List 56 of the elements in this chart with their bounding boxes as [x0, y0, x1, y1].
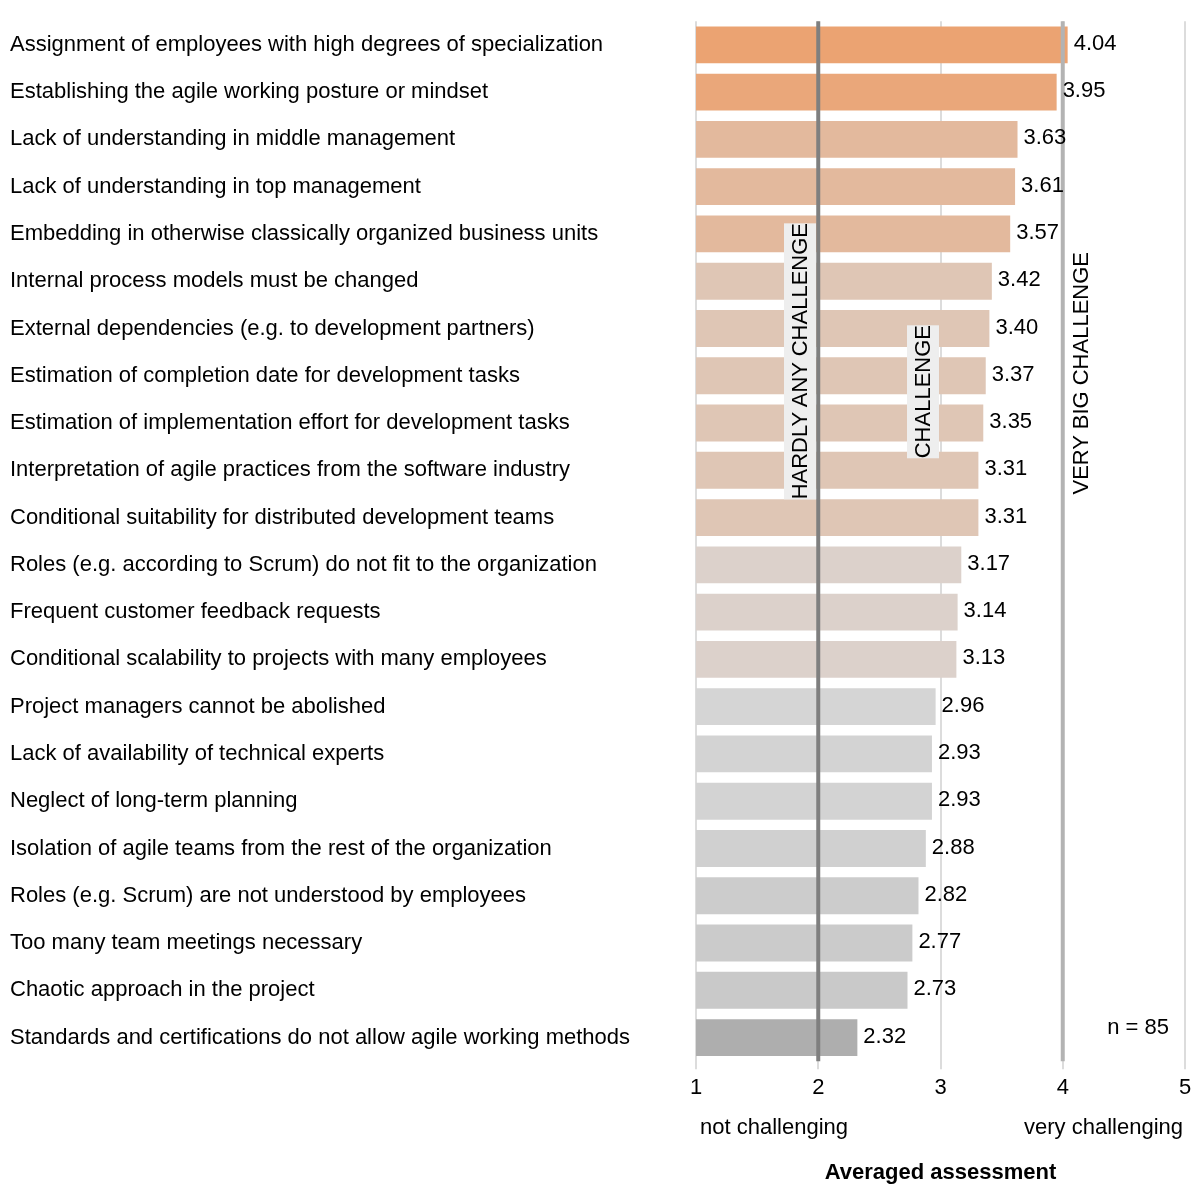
y-tick-label: Roles (e.g. Scrum) are not understood by employees: [10, 881, 527, 907]
y-tick-label: Estimation of completion date for development tasks: [10, 361, 520, 387]
y-tick-label: External dependencies (e.g. to development partners): [10, 314, 535, 340]
y-tick-label: Too many team meetings necessary: [10, 929, 363, 955]
data-label: 2.88: [931, 833, 975, 859]
text: not challenging: [700, 1114, 849, 1140]
y-tick-label: Isolation of agile teams from the rest of the organization: [10, 834, 552, 860]
data-label: 3.42: [997, 266, 1041, 292]
y-tick-label: Embedding in otherwise classically organized business units: [10, 219, 599, 245]
data-label: 2.77: [918, 928, 962, 954]
annotation: CHALLENGE: [906, 324, 939, 458]
data-label: 2.73: [913, 975, 957, 1001]
data-label: 3.37: [991, 360, 1035, 386]
data-label: 4.04: [1073, 29, 1117, 55]
y-tick-label: Internal process models must be changed: [10, 267, 419, 293]
data-label: 2.96: [941, 691, 985, 717]
data-label: 3.13: [962, 644, 1006, 670]
data-label: 3.63: [1023, 124, 1067, 150]
y-tick-label: Conditional suitability for distributed development teams: [10, 503, 555, 529]
x-tick-label: 4: [1056, 1074, 1069, 1100]
data-label: 3.14: [963, 597, 1007, 623]
y-tick-label: Lack of understanding in top management: [10, 172, 421, 198]
data-label: 2.93: [937, 786, 981, 812]
data-label: 3.35: [989, 408, 1033, 434]
y-tick-label: Roles (e.g. according to Scrum) do not fit to the organization: [10, 550, 597, 576]
y-tick-label: Conditional scalability to projects with many employees: [10, 645, 547, 671]
y-tick-label: Frequent customer feedback requests: [10, 598, 381, 624]
y-tick-label: Lack of understanding in middle management: [10, 125, 456, 151]
data-label: 2.93: [937, 738, 981, 764]
x-tick-label: 1: [689, 1074, 703, 1100]
ref-line-label: HARDLY ANY CHALLENGE: [784, 223, 817, 500]
data-label: 2.82: [924, 880, 968, 906]
data-label: 3.95: [1062, 77, 1106, 103]
y-tick-label: Estimation of implementation effort for development tasks: [10, 409, 570, 435]
y-tick-label: Establishing the agile working posture or mindset: [10, 78, 489, 104]
y-tick-label: Project managers cannot be abolished: [10, 692, 386, 718]
data-label: 3.17: [967, 549, 1011, 575]
y-tick-label: Assignment of employees with high degrees of specialization: [10, 30, 604, 56]
ref-line-label: VERY BIG CHALLENGE: [1066, 251, 1094, 495]
y-tick-label: Interpretation of agile practices from the software industry: [10, 456, 571, 482]
x-tick-label: 3: [934, 1074, 947, 1100]
data-label: 3.31: [984, 502, 1028, 528]
y-tick-label: Standards and certifications do not allow agile working methods: [10, 1023, 631, 1049]
text: very challenging: [1024, 1114, 1183, 1140]
x-axis-title: Averaged assessment: [824, 1158, 1057, 1184]
y-tick-label: Neglect of long-term planning: [10, 787, 298, 813]
x-tick-label: 5: [1178, 1074, 1192, 1100]
data-label: 3.40: [995, 313, 1039, 339]
data-label: 2.32: [863, 1022, 907, 1048]
y-tick-label: Chaotic approach in the project: [10, 976, 315, 1002]
data-label: 3.57: [1016, 218, 1060, 244]
y-tick-label: Lack of availability of technical experts: [10, 739, 385, 765]
annotation: n = 85: [1107, 1014, 1169, 1040]
data-label: 3.61: [1021, 171, 1064, 197]
data-label: 3.31: [984, 455, 1028, 481]
x-tick-label: 2: [812, 1074, 825, 1100]
